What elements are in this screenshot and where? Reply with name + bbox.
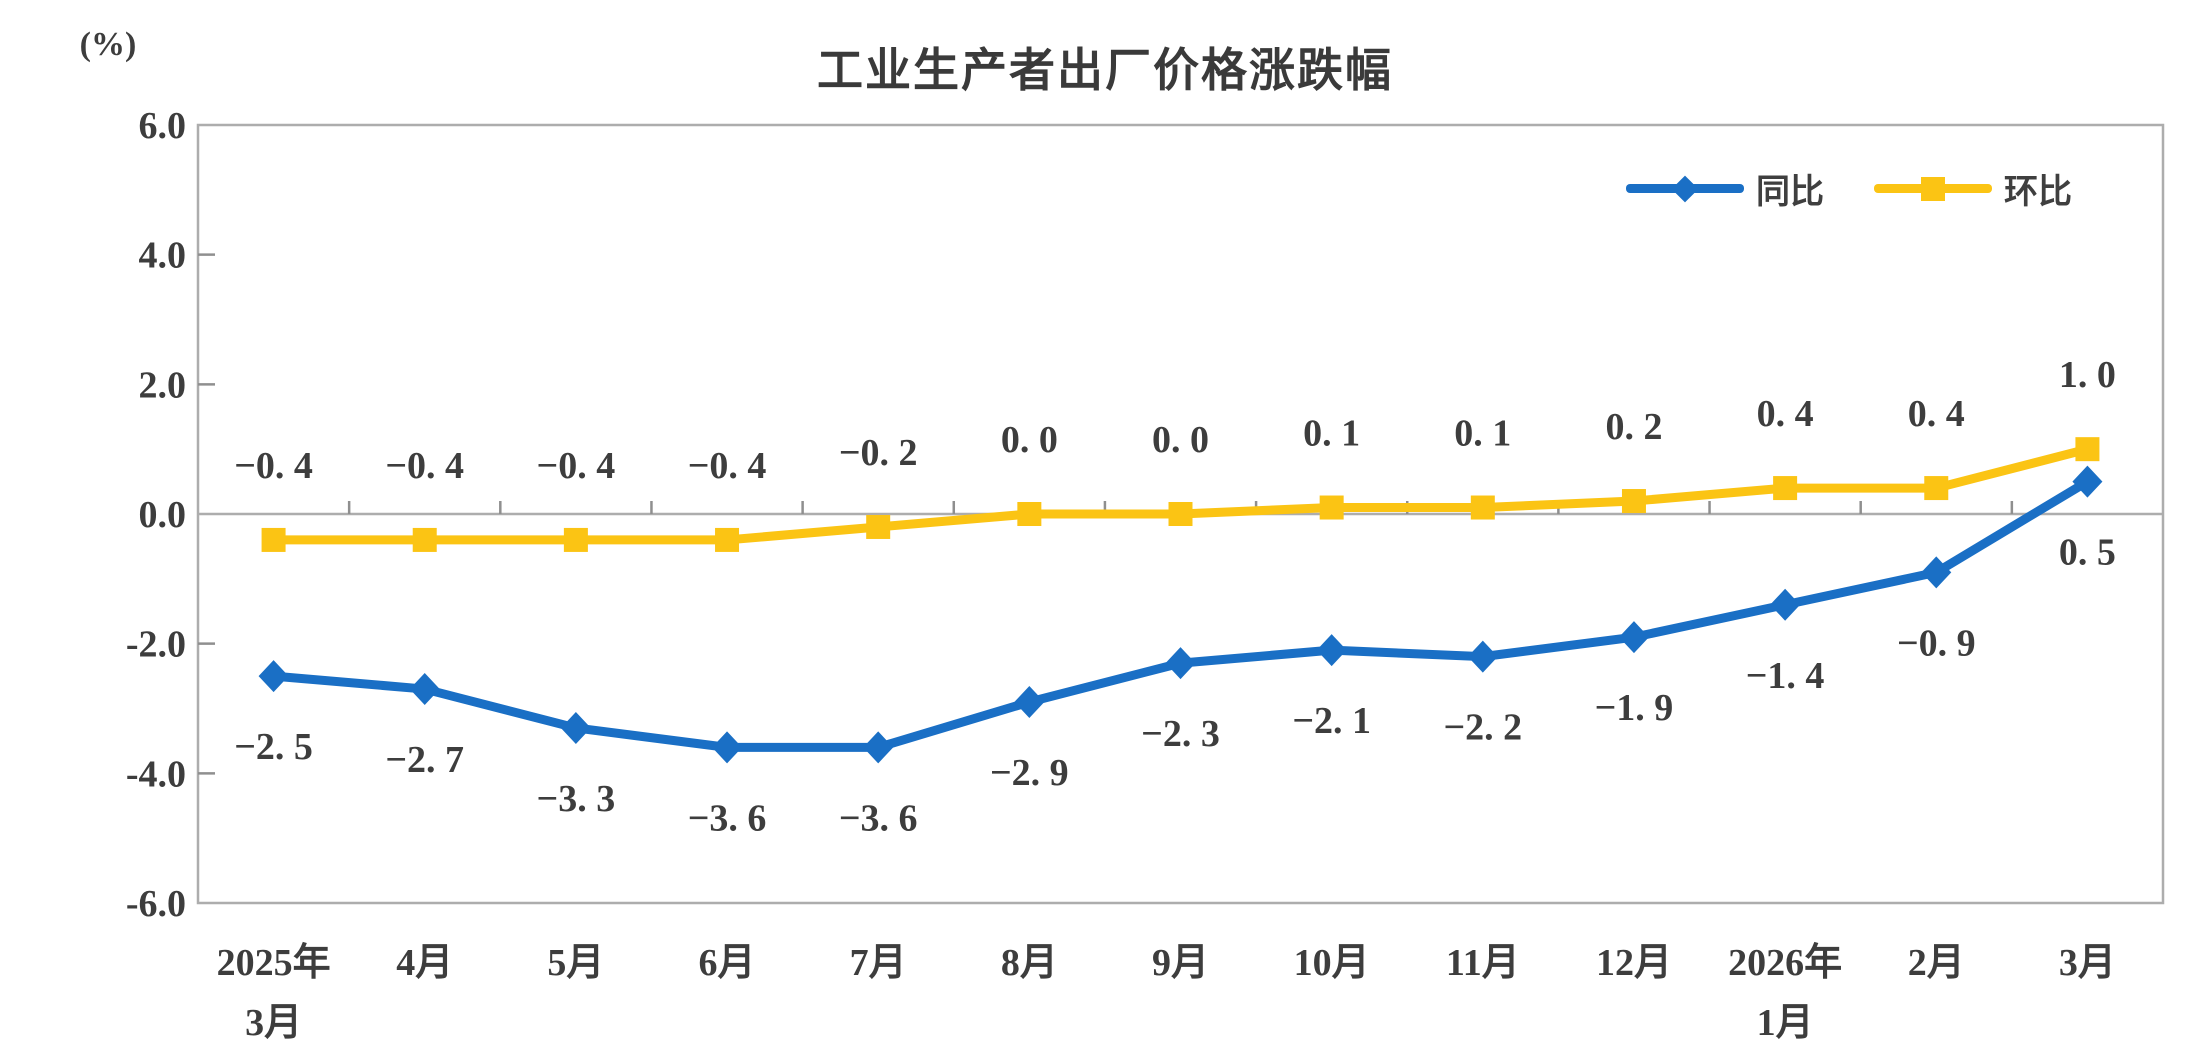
data-label-mom: 0. 4 (1908, 393, 1965, 435)
chart-legend: 同比 环比 (1626, 164, 2072, 213)
y-axis-tick-label: -6.0 (126, 883, 186, 925)
legend-label-mom: 环比 (2004, 174, 2072, 211)
data-point-mom (412, 527, 437, 552)
x-axis-label: 8月 (1001, 942, 1058, 984)
data-point-yoy (1014, 686, 1045, 719)
x-axis-label: 2月 (1908, 942, 1965, 984)
data-point-yoy (2072, 465, 2103, 498)
data-label-mom: −0. 4 (537, 445, 616, 487)
x-axis-label: 11月 (1446, 942, 1520, 984)
y-axis-tick-label: 0.0 (139, 494, 187, 536)
data-label-yoy: −0. 9 (1897, 622, 1976, 664)
legend-label-yoy: 同比 (1756, 174, 1824, 211)
data-point-yoy (863, 731, 894, 764)
data-point-yoy (1467, 640, 1498, 673)
x-axis-label: 9月 (1152, 942, 1209, 984)
legend-item-yoy: 同比 (1626, 164, 1824, 213)
data-point-mom (1621, 489, 1646, 514)
data-label-mom: 0. 1 (1454, 413, 1511, 455)
data-point-mom (2075, 437, 2100, 462)
data-point-yoy (712, 731, 743, 764)
data-label-yoy: −2. 5 (234, 726, 313, 768)
data-label-mom: 0. 0 (1152, 419, 1209, 461)
data-label-mom: 0. 0 (1001, 419, 1058, 461)
data-label-mom: −0. 4 (234, 445, 313, 487)
data-label-yoy: 0. 5 (2059, 532, 2116, 574)
legend-line-yoy (1626, 175, 1744, 202)
x-axis-label: 5月 (547, 942, 604, 984)
x-axis-label: 1月 (1757, 1002, 1814, 1044)
data-point-mom (1319, 495, 1344, 520)
y-axis-tick-label: 4.0 (139, 235, 187, 277)
data-label-mom: 1. 0 (2059, 354, 2116, 396)
legend-line-mom (1874, 176, 1992, 201)
data-label-yoy: −2. 3 (1141, 713, 1220, 755)
data-point-mom (1773, 476, 1798, 501)
data-point-mom (563, 527, 588, 552)
data-label-mom: 0. 2 (1605, 406, 1662, 448)
data-point-yoy (1618, 621, 1649, 654)
data-point-mom (1924, 476, 1949, 501)
x-axis-label: 10月 (1294, 942, 1370, 984)
data-point-yoy (560, 711, 591, 744)
data-label-mom: −0. 4 (688, 445, 767, 487)
data-label-mom: −0. 4 (385, 445, 464, 487)
data-label-mom: −0. 2 (839, 432, 918, 474)
data-point-yoy (1770, 588, 1801, 621)
legend-diamond-marker-icon (1671, 175, 1699, 202)
x-axis-label: 3月 (2059, 942, 2116, 984)
data-label-mom: 0. 4 (1757, 393, 1814, 435)
data-point-mom (1470, 495, 1495, 520)
x-axis-label: 12月 (1596, 942, 1672, 984)
data-label-mom: 0. 1 (1303, 413, 1360, 455)
data-label-yoy: −3. 6 (688, 797, 767, 839)
legend-item-mom: 环比 (1874, 164, 2072, 213)
y-axis-unit-label: (%) (79, 26, 137, 63)
data-point-yoy (258, 660, 289, 693)
y-axis-tick-label: 2.0 (139, 364, 187, 406)
y-axis-tick-label: -2.0 (126, 624, 186, 666)
x-axis-label: 6月 (699, 942, 756, 984)
data-label-yoy: −2. 7 (385, 739, 464, 781)
y-axis-tick-label: -4.0 (126, 753, 186, 795)
data-point-yoy (1165, 647, 1196, 680)
data-label-yoy: −2. 1 (1292, 700, 1371, 742)
x-axis-label: 3月 (245, 1002, 302, 1044)
data-label-yoy: −2. 9 (990, 752, 1069, 794)
data-label-yoy: −3. 3 (537, 778, 616, 820)
data-point-yoy (1316, 634, 1347, 667)
data-point-mom (866, 514, 891, 539)
chart-title: 工业生产者出厂价格涨跌幅 (817, 44, 1393, 96)
data-point-mom (1168, 502, 1193, 526)
legend-square-marker-icon (1921, 176, 1945, 201)
x-axis-label: 2026年 (1728, 942, 1842, 984)
data-point-mom (1017, 502, 1042, 526)
data-label-yoy: −1. 9 (1595, 687, 1674, 729)
data-point-mom (261, 527, 286, 552)
data-point-mom (715, 527, 740, 552)
x-axis-label: 7月 (850, 942, 907, 984)
x-axis-label: 2025年 (217, 942, 331, 984)
data-point-yoy (409, 673, 440, 706)
data-label-yoy: −3. 6 (839, 797, 918, 839)
y-axis-tick-label: 6.0 (139, 105, 187, 147)
x-axis-label: 4月 (396, 942, 453, 984)
data-point-yoy (1921, 556, 1952, 589)
data-label-yoy: −2. 2 (1443, 707, 1522, 749)
data-label-yoy: −1. 4 (1746, 655, 1825, 697)
